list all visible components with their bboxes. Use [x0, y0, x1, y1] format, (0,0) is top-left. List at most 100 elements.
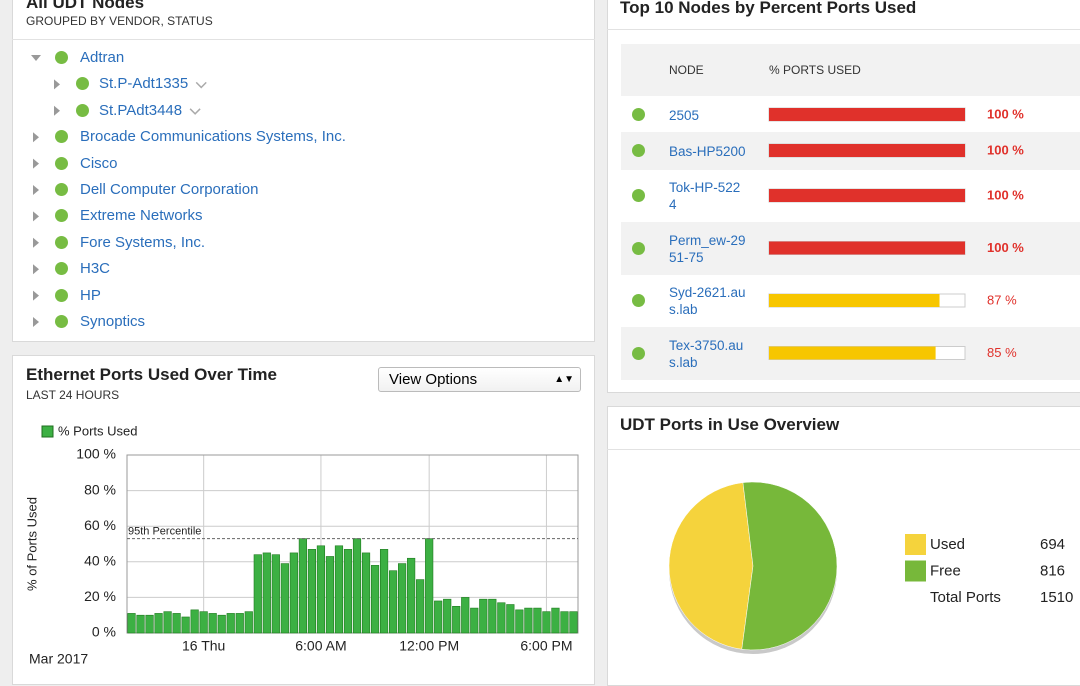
y-tick-label: 20 %	[84, 588, 116, 604]
expand-arrow	[33, 132, 39, 143]
bar	[506, 604, 515, 634]
status-dot	[632, 241, 645, 255]
bar	[289, 552, 298, 634]
y-axis-label: % of Ports Used	[24, 497, 39, 591]
panel-title: Top 10 Nodes by Percent Ports Used	[620, 0, 917, 17]
bar	[271, 554, 280, 634]
bar	[370, 565, 380, 634]
status-dot	[55, 235, 68, 249]
bar	[235, 613, 244, 634]
bar	[769, 144, 965, 157]
bar	[452, 605, 461, 634]
bar	[443, 598, 452, 634]
status-dot	[76, 103, 89, 117]
node-link[interactable]: Syd-2621.aus.lab	[669, 285, 746, 317]
bar	[163, 611, 172, 634]
dropdown-chevron	[189, 108, 201, 115]
expand-arrow	[33, 317, 39, 327]
tree-node-link[interactable]: Extreme Networks	[80, 207, 203, 225]
bar	[145, 614, 154, 634]
bar	[533, 607, 542, 634]
tree-node-link[interactable]: Cisco	[80, 154, 118, 172]
bar	[307, 549, 316, 634]
status-dot	[55, 130, 68, 144]
view-options-select[interactable]: View Options ▲▼	[378, 367, 581, 392]
bar	[334, 545, 344, 634]
bar	[172, 613, 181, 634]
panel-subtitle: LAST 24 HOURS	[26, 388, 120, 402]
pie-slice	[741, 481, 838, 651]
legend-label: Free	[930, 562, 961, 579]
value-label: 100 %	[987, 240, 1024, 255]
tree-node-link[interactable]: Synoptics	[80, 313, 146, 330]
x-tick-label: 6:00 PM	[520, 638, 572, 654]
legend-label: % Ports Used	[58, 423, 137, 438]
bar	[136, 614, 145, 634]
node-link[interactable]: Perm_ew-2951-75	[669, 232, 746, 265]
tree-node-link[interactable]: St.P-Adt1335	[99, 75, 189, 93]
node-link[interactable]: Bas-HP5200	[669, 143, 746, 159]
node-link[interactable]: 2505	[669, 107, 700, 123]
divider	[607, 449, 1080, 450]
tree-node-link[interactable]: St.PAdt3448	[99, 101, 183, 119]
y-tick-label: 100 %	[76, 446, 116, 462]
bar	[769, 108, 965, 121]
expand-arrow	[33, 237, 39, 248]
value-label: 100 %	[987, 106, 1024, 121]
bar	[208, 613, 217, 634]
bar	[190, 609, 199, 634]
tree-node-link[interactable]: Dell Computer Corporation	[80, 181, 259, 198]
expand-arrow	[33, 290, 39, 301]
node-link[interactable]: Tex-3750.aus.lab	[669, 337, 744, 370]
status-dot	[55, 51, 68, 64]
bar	[470, 607, 479, 634]
expand-arrow	[54, 79, 60, 90]
status-dot	[76, 77, 89, 91]
x-tick-label: 6:00 AM	[295, 638, 346, 654]
bar	[127, 613, 136, 634]
bar	[434, 600, 443, 634]
bar	[253, 554, 262, 634]
dropdown-chevron	[195, 81, 207, 89]
y-tick-label: 80 %	[84, 481, 116, 497]
status-dot	[632, 144, 645, 157]
total-value: 1510	[1040, 589, 1073, 606]
tree-node-link[interactable]: H3C	[80, 260, 111, 278]
bar	[316, 545, 326, 634]
bar	[298, 538, 307, 634]
bar	[361, 552, 371, 634]
bar	[343, 549, 353, 634]
expand-arrow	[33, 158, 39, 169]
status-dot	[632, 294, 645, 307]
bar	[769, 189, 965, 202]
bar	[379, 549, 389, 634]
tree-node-link[interactable]: HP	[80, 286, 101, 304]
legend-value: 694	[1040, 536, 1065, 553]
divider	[607, 29, 1080, 30]
status-dot	[632, 108, 645, 121]
bar	[560, 611, 569, 634]
status-dot	[55, 183, 68, 196]
expand-arrow	[33, 211, 39, 222]
tree-node-link[interactable]: Fore Systems, Inc.	[80, 233, 206, 251]
tree-node-link[interactable]: Adtran	[80, 49, 125, 66]
bar	[217, 614, 226, 634]
tree-node-link[interactable]: Brocade Communications Systems, Inc.	[80, 128, 346, 146]
legend-swatch	[905, 534, 926, 555]
bar	[769, 346, 936, 360]
table-header	[621, 44, 1080, 96]
x-footer: Mar 2017	[29, 651, 88, 667]
bar	[461, 597, 470, 634]
node-link[interactable]: Tok-HP-5224	[669, 180, 741, 212]
bar	[226, 613, 235, 634]
bar	[551, 607, 560, 634]
value-label: 100 %	[987, 187, 1024, 202]
legend-swatch	[41, 425, 54, 438]
expand-arrow	[33, 264, 39, 275]
status-dot	[632, 346, 645, 360]
value-label: 87 %	[987, 292, 1017, 307]
panel-subtitle: GROUPED BY VENDOR, STATUS	[26, 14, 213, 28]
bar	[407, 557, 416, 634]
bar	[479, 598, 488, 634]
total-label: Total Ports	[930, 589, 1001, 606]
